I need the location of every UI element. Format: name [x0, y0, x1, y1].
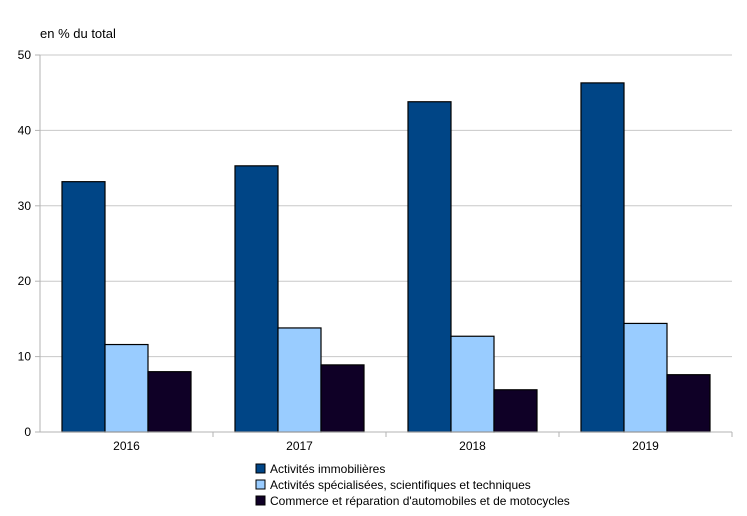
legend-swatch [255, 495, 266, 506]
y-ticks: 0 10 20 30 40 50 [18, 48, 40, 439]
bar-2017-series-1 [234, 165, 279, 433]
bar-2018-series-2 [450, 335, 495, 433]
legend-label: Activités spécialisées, scientifiques et… [270, 478, 531, 492]
y-tick-label: 0 [24, 425, 31, 439]
y-tick-label: 10 [18, 350, 32, 364]
legend-item: Activités immobilières [255, 462, 385, 476]
legend: Activités immobilières Activités spéciali… [255, 462, 570, 508]
bar-2017-series-3 [320, 364, 365, 433]
x-tick-label-2017: 2017 [286, 439, 313, 453]
bar-2018-series-1 [407, 101, 452, 433]
legend-label: Commerce et réparation d'automobiles et … [270, 494, 570, 508]
bar-2018-series-3 [493, 389, 538, 433]
bar-2016-series-3 [147, 371, 192, 433]
y-tick-label: 30 [18, 199, 32, 213]
x-ticks: 2016 2017 2018 2019 [113, 432, 733, 453]
bar-2019-series-1 [580, 82, 625, 433]
x-tick-label-2018: 2018 [459, 439, 486, 453]
x-tick-label-2019: 2019 [632, 439, 659, 453]
legend-label: Activités immobilières [270, 462, 385, 476]
bar-2019-series-3 [666, 374, 711, 433]
bar-2016-series-1 [61, 181, 106, 433]
y-tick-label: 40 [18, 123, 32, 137]
y-tick-label: 50 [18, 48, 32, 62]
legend-item: Commerce et réparation d'automobiles et … [255, 494, 570, 508]
x-tick-label-2016: 2016 [113, 439, 140, 453]
bar-2016-series-2 [104, 343, 149, 433]
bar-2019-series-2 [623, 322, 668, 433]
legend-item: Activités spécialisées, scientifiques et… [255, 478, 531, 492]
legend-swatch [255, 463, 266, 474]
gridlines [40, 54, 732, 358]
legend-swatch [255, 479, 266, 490]
y-tick-label: 20 [18, 274, 32, 288]
y-axis-label: en % du total [40, 26, 116, 41]
bar-2017-series-2 [277, 327, 322, 433]
bars [61, 82, 711, 433]
